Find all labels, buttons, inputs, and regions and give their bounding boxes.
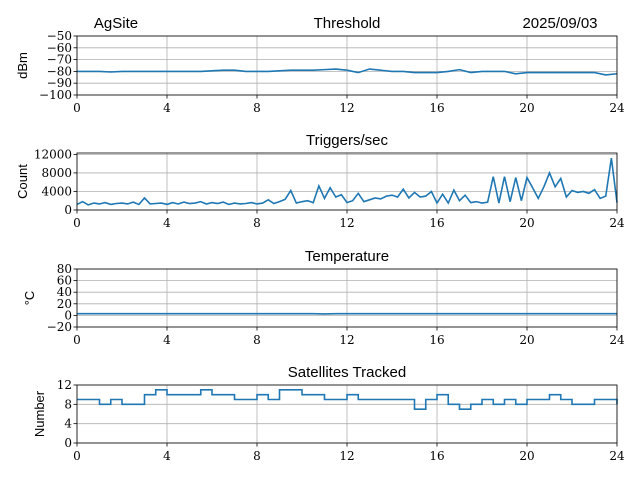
- x-tick-label: 0: [73, 449, 81, 463]
- y-tick-label: 40: [57, 285, 72, 299]
- y-tick-label: 8000: [41, 166, 72, 180]
- x-tick-label: 20: [519, 449, 534, 463]
- x-tick-label: 12: [339, 333, 354, 347]
- axes-frame: [76, 268, 618, 328]
- x-tick-label: 24: [609, 449, 625, 463]
- x-tick-label: 12: [339, 449, 354, 463]
- y-tick-label: 12000: [34, 147, 72, 161]
- y-tick-label: −20: [47, 320, 72, 334]
- x-tick-label: 16: [429, 216, 444, 230]
- x-tick-label: 24: [609, 333, 625, 347]
- axes-frame: [76, 35, 618, 96]
- y-tick-label: −60: [47, 41, 72, 55]
- y-tick-label: 20: [57, 297, 72, 311]
- x-tick-label: 16: [429, 449, 444, 463]
- x-tick-label: 0: [73, 333, 81, 347]
- x-tick-label: 12: [339, 216, 354, 230]
- x-tick-label: 8: [253, 216, 261, 230]
- x-tick-label: 8: [253, 449, 261, 463]
- x-tick-label: 16: [429, 333, 444, 347]
- y-tick-label: −80: [47, 64, 72, 78]
- subplot-title: Temperature: [305, 248, 389, 265]
- subplot-title: Satellites Tracked: [288, 364, 406, 381]
- y-tick-label: −100: [39, 88, 72, 102]
- y-axis-label: Count: [15, 164, 30, 199]
- x-tick-label: 24: [609, 216, 625, 230]
- y-tick-label: −90: [47, 76, 72, 90]
- x-tick-label: 8: [253, 101, 261, 115]
- x-tick-label: 20: [519, 101, 534, 115]
- series-line: [77, 389, 618, 410]
- x-tick-label: 8: [253, 333, 261, 347]
- y-axis-label: Number: [32, 390, 47, 437]
- x-tick-label: 4: [163, 449, 171, 463]
- y-tick-label: 60: [57, 274, 72, 288]
- subplot-1: 0 4 8 12 16 20 24 0 4000 8000 12000 Triggers/sec Cou…: [15, 132, 625, 230]
- site-label: AgSite: [94, 15, 138, 32]
- y-tick-label: 0: [64, 436, 72, 450]
- y-tick-label: −50: [47, 29, 72, 43]
- subplot-0: 0 4 8 12 16 20 24 −100−90−80−70−60−50 Threshold d…: [15, 15, 625, 115]
- date-label: 2025/09/03: [522, 15, 597, 32]
- axes-frame: [76, 152, 618, 211]
- x-tick-label: 24: [609, 101, 625, 115]
- y-tick-label: 12: [57, 378, 72, 392]
- subplot-3: 0 4 8 12 16 20 24 0 4 8 12 Satellites Tracked Number: [32, 364, 625, 463]
- y-tick-label: 0: [64, 203, 72, 217]
- series-line: [76, 157, 618, 206]
- x-tick-label: 0: [73, 216, 81, 230]
- y-tick-label: 8: [64, 397, 72, 411]
- y-tick-label: 80: [57, 262, 72, 276]
- y-tick-label: 4: [64, 417, 72, 431]
- x-tick-label: 20: [519, 216, 534, 230]
- subplot-title: Triggers/sec: [306, 132, 388, 149]
- x-tick-label: 20: [519, 333, 534, 347]
- x-tick-label: 12: [339, 101, 354, 115]
- y-tick-label: 0: [64, 308, 72, 322]
- x-tick-label: 4: [163, 216, 171, 230]
- x-tick-label: 4: [163, 101, 171, 115]
- subplot-title: Threshold: [314, 15, 381, 32]
- y-tick-label: 4000: [41, 184, 72, 198]
- x-tick-label: 4: [163, 333, 171, 347]
- y-axis-label: °C: [22, 291, 37, 306]
- x-tick-label: 16: [429, 101, 444, 115]
- y-tick-label: −70: [47, 53, 72, 67]
- y-axis-label: dBm: [15, 52, 30, 79]
- axes-frame: [76, 384, 618, 444]
- x-tick-label: 0: [73, 101, 81, 115]
- series-line: [77, 68, 618, 76]
